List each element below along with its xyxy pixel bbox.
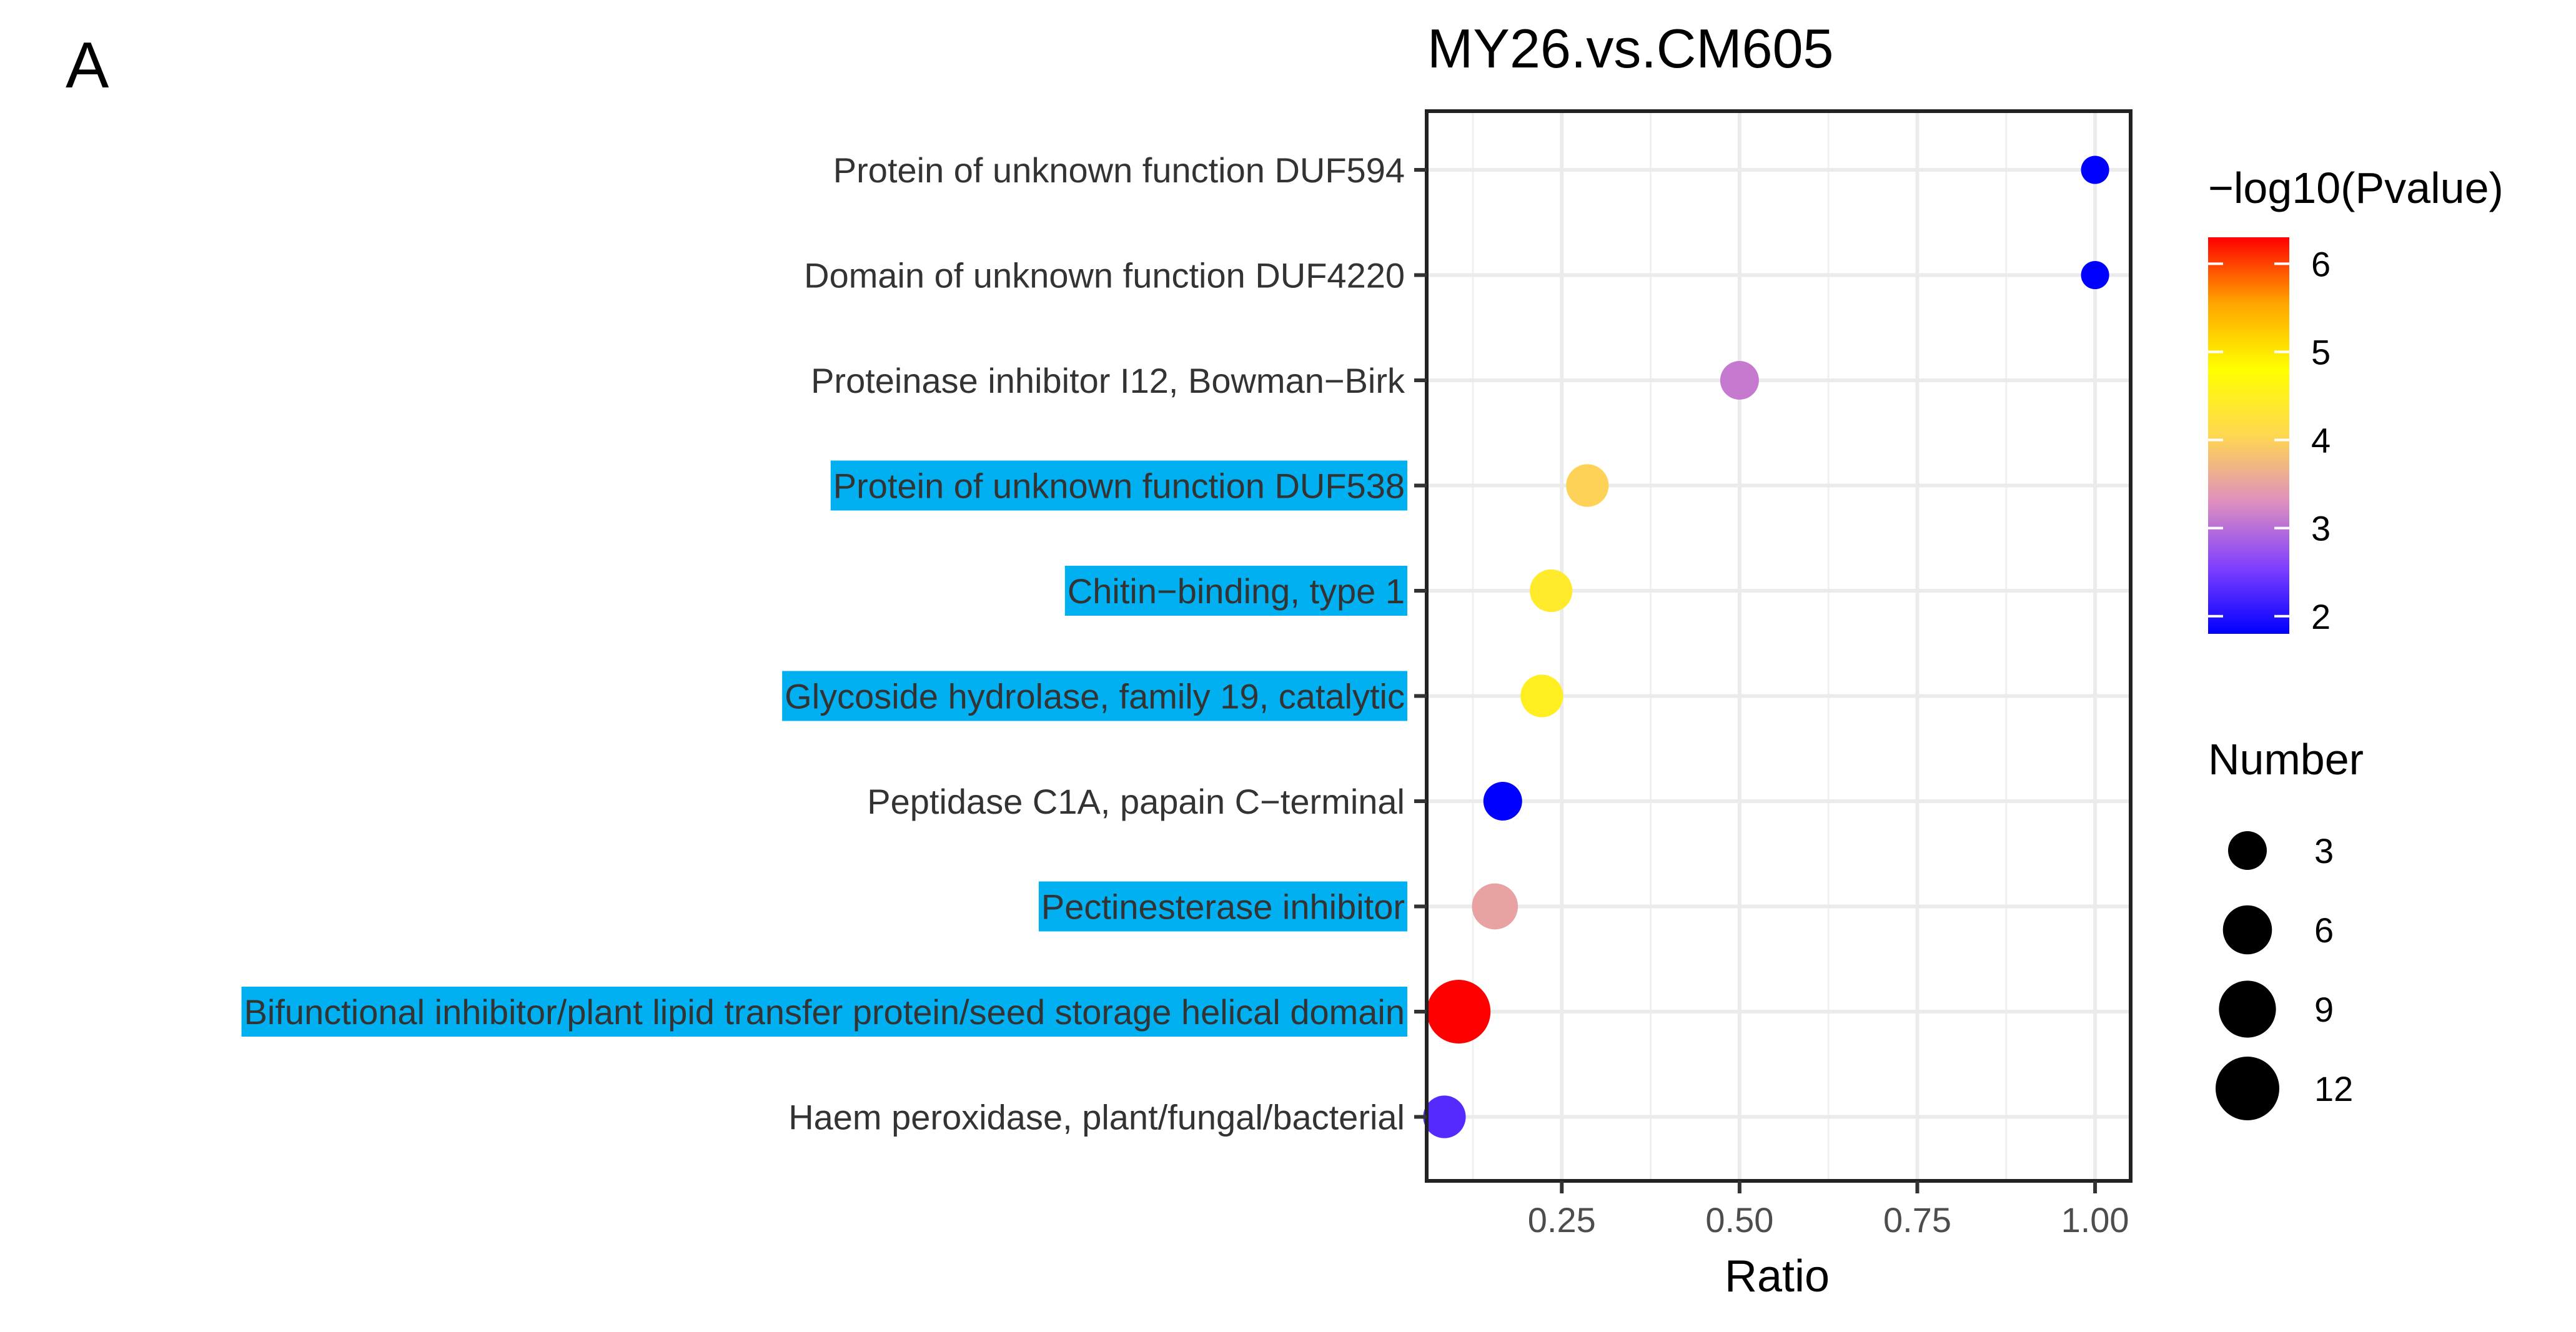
size-legend: Number 3 6 9 12	[2208, 735, 2364, 1120]
plot-background	[1427, 111, 2131, 1181]
y-tick-label: Domain of unknown function DUF4220	[804, 256, 1405, 295]
x-tick-label: 1.00	[2061, 1200, 2129, 1240]
data-point	[1427, 980, 1491, 1043]
label-highlight	[782, 671, 1407, 721]
size-legend-label: 3	[2314, 831, 2334, 871]
color-legend-label: 2	[2311, 597, 2331, 636]
label-highlight	[241, 987, 1407, 1037]
size-legend-label: 6	[2314, 910, 2334, 950]
label-highlight	[830, 460, 1407, 511]
y-tick-label: Chitin−binding, type 1	[1068, 571, 1405, 611]
data-point	[1530, 569, 1573, 613]
label-highlight	[1064, 566, 1407, 616]
color-legend: −log10(Pvalue) 2 3 4 5 6	[2208, 164, 2504, 636]
color-bar	[2208, 237, 2289, 634]
x-axis: 0.25 0.50 0.75 1.00	[1528, 1181, 2129, 1240]
data-point	[1720, 361, 1759, 400]
color-legend-label: 6	[2311, 244, 2331, 284]
size-legend-dot	[2216, 1057, 2279, 1120]
label-highlight	[1038, 881, 1407, 932]
data-point	[1423, 1095, 1466, 1138]
x-tick-label: 0.25	[1528, 1200, 1596, 1240]
size-legend-dot	[2228, 831, 2267, 870]
x-axis-title: Ratio	[1725, 1251, 1830, 1301]
data-point	[2081, 260, 2109, 290]
panel-label: A	[66, 29, 109, 102]
color-legend-label: 4	[2311, 421, 2331, 460]
y-tick-label: Bifunctional inhibitor/plant lipid trans…	[244, 992, 1405, 1032]
y-tick-label: Haem peroxidase, plant/fungal/bacterial	[788, 1098, 1405, 1137]
y-tick-label: Glycoside hydrolase, family 19, catalyti…	[785, 677, 1405, 716]
size-legend-label: 12	[2314, 1069, 2353, 1108]
color-legend-title: −log10(Pvalue)	[2208, 164, 2504, 212]
y-tick-label: Proteinase inhibitor I12, Bowman−Birk	[811, 361, 1405, 400]
plot-area	[1423, 109, 2133, 1183]
data-point	[2081, 155, 2109, 184]
data-point	[1520, 674, 1563, 718]
panel-border	[1425, 109, 2133, 1183]
x-tick-label: 0.75	[1883, 1200, 1951, 1240]
data-point	[1472, 883, 1518, 930]
y-tick-label: Protein of unknown function DUF538	[833, 466, 1405, 506]
data-point	[1483, 782, 1522, 821]
color-legend-label: 5	[2311, 332, 2331, 372]
y-tick-label: Protein of unknown function DUF594	[833, 150, 1405, 190]
y-axis-labels: Protein of unknown function DUF594 Domain…	[241, 150, 1427, 1137]
size-legend-title: Number	[2208, 735, 2364, 784]
y-tick-label: Pectinesterase inhibitor	[1041, 887, 1405, 927]
y-tick-label: Peptidase C1A, papain C−terminal	[867, 782, 1405, 821]
size-legend-dot	[2222, 905, 2272, 955]
data-point	[1566, 464, 1609, 507]
size-legend-dot	[2219, 980, 2276, 1038]
color-legend-label: 3	[2311, 509, 2331, 548]
chart-title: MY26.vs.CM605	[1427, 17, 1833, 79]
x-tick-label: 0.50	[1705, 1200, 1773, 1240]
size-legend-label: 9	[2314, 990, 2334, 1029]
